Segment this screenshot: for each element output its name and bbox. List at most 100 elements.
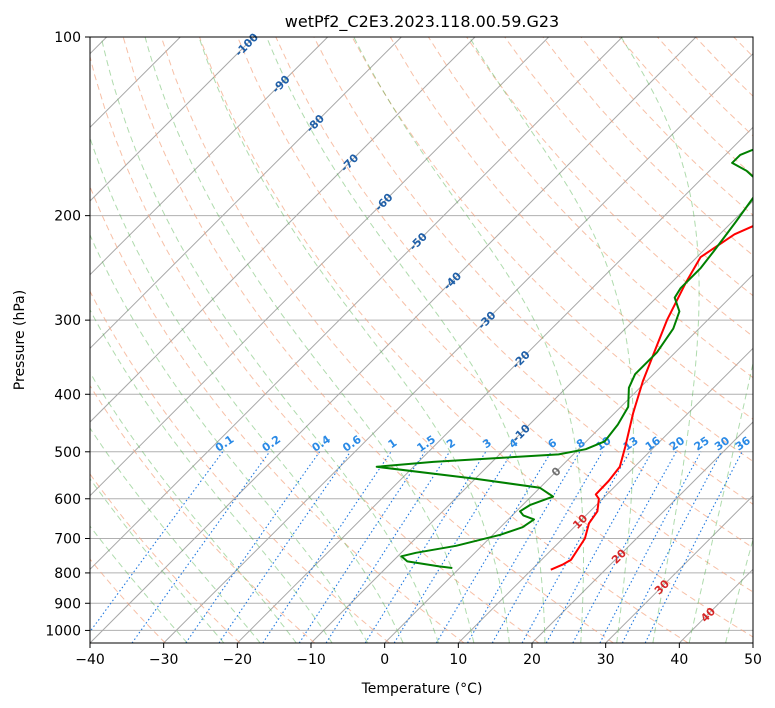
moist-adiabat: [90, 136, 404, 643]
mixing-ratio-line: [393, 451, 513, 643]
dewpoint-profile-line: [375, 148, 753, 569]
moist-adiabat: [725, 537, 753, 643]
dry-adiabat: [90, 185, 465, 643]
isotherm-label: -100: [232, 30, 261, 59]
mixing-ratio-label: 1: [386, 436, 400, 451]
isotherm-line: [90, 37, 623, 571]
y-tick-label: 100: [54, 30, 81, 46]
plot-frame: [89, 36, 754, 644]
x-tick-label: −40: [75, 652, 105, 668]
dry-adiabat: [160, 37, 689, 643]
mixing-ratio-label: 25: [692, 434, 712, 453]
mixing-ratio-line: [131, 451, 271, 643]
isotherm-line: [90, 37, 476, 423]
mixing-ratio-label: 36: [733, 434, 753, 454]
mixing-ratio-line: [435, 451, 552, 643]
y-tick-label: 800: [54, 566, 81, 582]
mixing-ratio-line: [545, 451, 653, 643]
mixing-ratio-line: [90, 451, 224, 633]
isotherm-line: [90, 37, 402, 350]
moist-adiabat: [468, 37, 634, 643]
background-lines: [90, 37, 753, 643]
x-tick-label: 0: [380, 652, 389, 668]
mixing-ratio-label: 3: [480, 436, 494, 451]
mixing-ratio-label: 6: [546, 436, 560, 451]
y-axis-title: Pressure (hPa): [12, 290, 28, 390]
moist-adiabat: [100, 37, 439, 643]
dry-adiabat: [90, 54, 540, 643]
y-tick-label: 600: [54, 492, 81, 508]
mixing-ratio-label: 20: [667, 434, 687, 454]
dry-adiabat: [351, 37, 753, 463]
sounding-series: [375, 148, 753, 571]
isotherm-line: [531, 421, 753, 643]
x-tick-label: −30: [149, 652, 179, 668]
x-tick-label: 30: [597, 652, 615, 668]
isotherm-line: [678, 568, 753, 643]
mixing-ratio-label: 30: [712, 434, 732, 454]
y-tick-label: 1000: [45, 623, 81, 639]
isotherm-label: -80: [304, 112, 327, 135]
mixing-ratio-line: [325, 451, 451, 643]
isotherm-line: [236, 126, 753, 643]
mixing-ratio-line: [521, 451, 631, 643]
x-tick-label: −20: [223, 652, 253, 668]
isotherm-label: -90: [269, 72, 292, 95]
y-tick-label: 900: [54, 596, 81, 612]
isotherm-line: [752, 642, 753, 643]
isotherm-line: [90, 37, 255, 202]
dry-adiabat: [90, 384, 316, 643]
isotherm-line: [163, 52, 753, 643]
x-tick-label: 10: [449, 652, 467, 668]
x-axis-ticks: −40 −30 −20 −10 0 10 20 30 40 50: [75, 643, 762, 668]
isotherm-line: [90, 37, 329, 276]
moist-adiabat: [90, 477, 225, 643]
mixing-ratio-line: [644, 451, 743, 643]
x-tick-label: 40: [670, 652, 688, 668]
isotherm-line: [90, 37, 550, 497]
isotherm-line: [605, 494, 753, 643]
moist-adiabat: [353, 37, 584, 643]
x-tick-label: −10: [296, 652, 326, 668]
moist-adiabat: [688, 360, 753, 643]
isotherm-line: [457, 347, 753, 643]
y-axis-ticks: 100 200 300 400 500 600 700 800 900 1000: [45, 30, 90, 639]
dry-adiabat: [657, 37, 753, 137]
x-tick-label: 50: [744, 652, 762, 668]
moist-adiabat: [90, 525, 188, 643]
y-tick-label: 200: [54, 209, 81, 225]
chart-title: wetPf2_C2E3.2023.118.00.59.G23: [285, 12, 559, 32]
mixing-ratio-line: [599, 451, 702, 643]
dry-adiabat: [389, 37, 753, 420]
moist-adiabat: [90, 371, 297, 643]
moist-adiabat: [620, 37, 700, 643]
dry-adiabat: [504, 37, 753, 297]
moist-adiabat: [266, 37, 546, 643]
dry-adiabat: [580, 37, 753, 216]
mixing-ratio-label: 2: [444, 436, 458, 451]
mixing-ratio-line: [364, 451, 487, 643]
dry-adiabat: [427, 37, 753, 379]
dry-adiabat: [275, 37, 753, 549]
isotherm-line: [90, 37, 697, 643]
moist-adiabat: [90, 427, 261, 643]
x-axis-title: Temperature (°C): [361, 681, 483, 697]
moist-adiabat: [144, 37, 475, 643]
dry-adiabat: [313, 37, 753, 505]
grid-layer: [90, 36, 753, 631]
mixing-ratio-line: [572, 451, 677, 643]
isoline-labels: 0.1 0.2 0.4 0.6 1 1.5 2 3 4 6 8 10 13 16 20 25 30 36-100-…: [213, 30, 753, 624]
moist-adiabat: [90, 308, 333, 643]
dry-adiabat: [122, 37, 614, 643]
dry-adiabat: [90, 290, 390, 643]
dry-adiabat: [695, 37, 753, 97]
isotherm-line: [384, 273, 753, 643]
temperature-profile-line: [550, 225, 753, 571]
y-tick-label: 300: [54, 313, 81, 329]
x-tick-label: 20: [523, 652, 541, 668]
dry-adiabat: [90, 473, 241, 643]
mixing-ratio-line: [218, 451, 351, 643]
dry-adiabat: [733, 37, 753, 58]
y-tick-label: 500: [54, 445, 81, 461]
